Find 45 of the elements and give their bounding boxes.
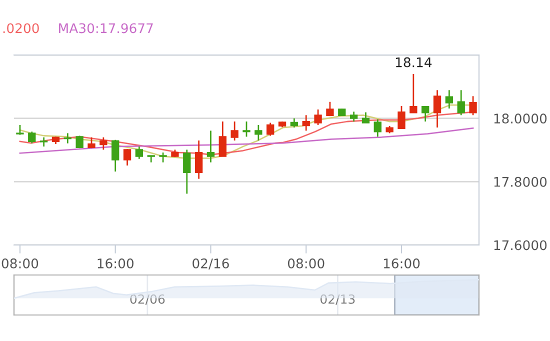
candlestick [112, 139, 120, 172]
y-tick-label: 17.6000 [494, 240, 547, 250]
candlestick [183, 148, 191, 194]
annotation: 18.14 [396, 57, 432, 68]
x-tick-label: 08:00 [288, 258, 324, 268]
y-tick-label: 18.0000 [494, 114, 547, 124]
candlestick [422, 106, 430, 122]
candlestick [100, 136, 108, 150]
x-tick-label: 02/16 [192, 258, 229, 270]
candlestick [314, 108, 322, 126]
candlestick [266, 122, 274, 136]
x-tick-label: 08:00 [2, 258, 38, 268]
x-tick-label: 02/13 [320, 294, 355, 305]
candlestick [206, 130, 215, 164]
text: .0200 [3, 23, 39, 34]
candlestick [457, 89, 465, 116]
candlestick [135, 146, 144, 160]
candlestick [362, 112, 370, 124]
candlestick [28, 130, 36, 144]
candlestick [64, 132, 72, 144]
y-tick-label: 17.8000 [494, 176, 547, 187]
candlestick [445, 89, 454, 110]
candlestick [254, 124, 262, 142]
candlestick [433, 89, 442, 128]
candlestick [398, 105, 406, 130]
candlestick [159, 152, 167, 164]
candlestick [469, 95, 477, 116]
x-tick-label: 16:00 [98, 258, 134, 268]
candlestick [374, 118, 382, 138]
candlestick [350, 110, 358, 122]
candlestick [242, 120, 250, 138]
candlestick [16, 124, 24, 136]
candlestick [76, 135, 84, 149]
text: MA30:17.9677 [59, 23, 153, 34]
candlestick [290, 118, 298, 128]
candlestick [230, 120, 238, 142]
x-tick-label: 16:00 [384, 258, 420, 268]
candlestick [194, 140, 203, 180]
candlestick [40, 136, 48, 148]
candlestick [302, 114, 310, 132]
x-tick-label: 02/06 [130, 294, 165, 305]
candlestick [218, 120, 226, 158]
candlestick [123, 148, 132, 166]
candlestick [326, 101, 334, 117]
candlestick [410, 73, 418, 114]
